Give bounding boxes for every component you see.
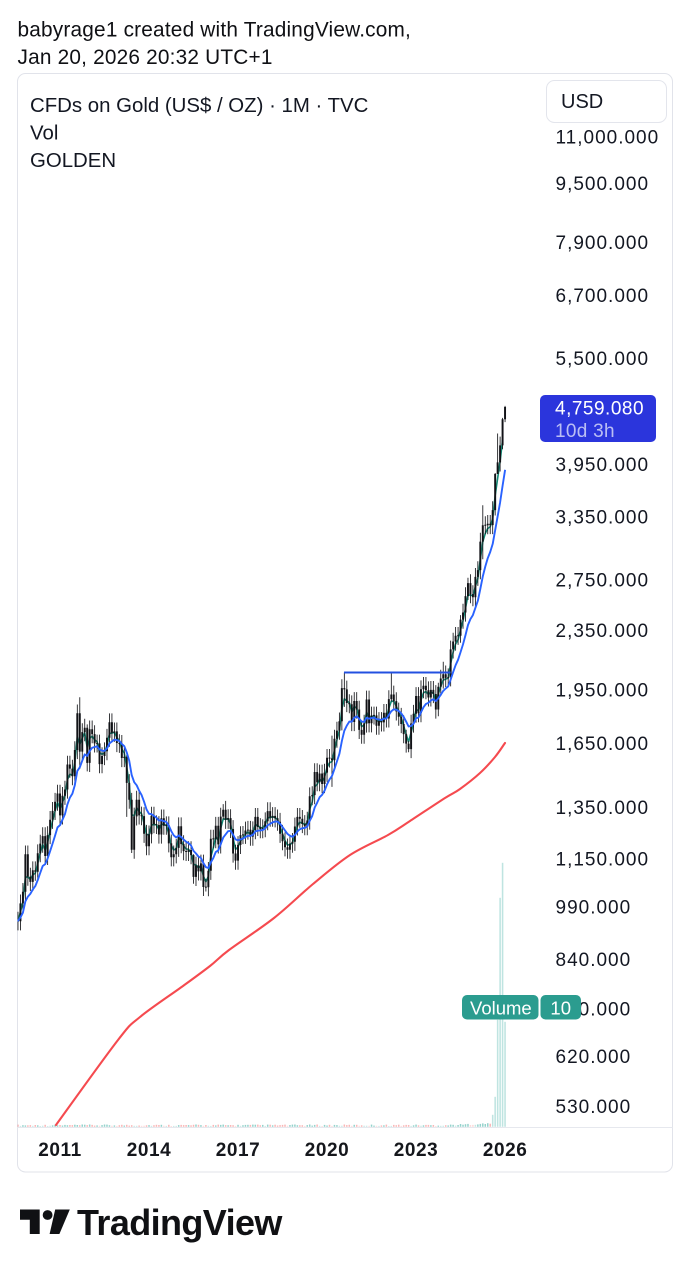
svg-text:USD: USD bbox=[561, 91, 603, 113]
svg-text:2014: 2014 bbox=[127, 1140, 171, 1161]
svg-text:5,500.000: 5,500.000 bbox=[556, 349, 650, 370]
svg-text:4,759.080: 4,759.080 bbox=[555, 399, 644, 420]
svg-text:2,350.000: 2,350.000 bbox=[556, 621, 650, 642]
svg-text:CFDs on Gold (US$ / OZ) · 1M ·: CFDs on Gold (US$ / OZ) · 1M · TVC bbox=[30, 95, 368, 117]
svg-text:Vol: Vol bbox=[30, 123, 58, 145]
svg-text:6,700.000: 6,700.000 bbox=[556, 286, 650, 307]
svg-text:3,950.000: 3,950.000 bbox=[556, 455, 650, 476]
svg-text:1,350.000: 1,350.000 bbox=[556, 798, 650, 819]
svg-text:1,950.000: 1,950.000 bbox=[556, 681, 650, 702]
svg-text:1,150.000: 1,150.000 bbox=[556, 850, 650, 871]
svg-text:10: 10 bbox=[550, 998, 571, 1019]
svg-text:990.000: 990.000 bbox=[556, 897, 632, 918]
svg-text:2020: 2020 bbox=[305, 1140, 349, 1161]
svg-text:3,350.000: 3,350.000 bbox=[556, 508, 650, 529]
svg-text:TradingView: TradingView bbox=[77, 1202, 283, 1243]
svg-text:7,900.000: 7,900.000 bbox=[556, 233, 650, 254]
svg-text:2,750.000: 2,750.000 bbox=[556, 571, 650, 592]
svg-text:Jan 20, 2026 20:32 UTC+1: Jan 20, 2026 20:32 UTC+1 bbox=[18, 46, 273, 69]
svg-text:10d 3h: 10d 3h bbox=[555, 421, 615, 442]
svg-text:2011: 2011 bbox=[38, 1140, 81, 1161]
svg-text:babyrage1 created with Trading: babyrage1 created with TradingView.com, bbox=[18, 19, 412, 42]
svg-text:9,500.000: 9,500.000 bbox=[556, 174, 650, 195]
svg-text:2023: 2023 bbox=[394, 1140, 438, 1161]
svg-text:GOLDEN: GOLDEN bbox=[30, 150, 116, 172]
svg-text:2017: 2017 bbox=[216, 1140, 260, 1161]
svg-text:Volume: Volume bbox=[470, 998, 532, 1019]
svg-text:1,650.000: 1,650.000 bbox=[556, 734, 650, 755]
svg-text:2026: 2026 bbox=[483, 1140, 527, 1161]
svg-text:840.000: 840.000 bbox=[556, 950, 632, 971]
svg-text:620.000: 620.000 bbox=[556, 1047, 632, 1068]
svg-text:530.000: 530.000 bbox=[556, 1097, 632, 1118]
svg-text:11,000.000: 11,000.000 bbox=[556, 127, 660, 148]
